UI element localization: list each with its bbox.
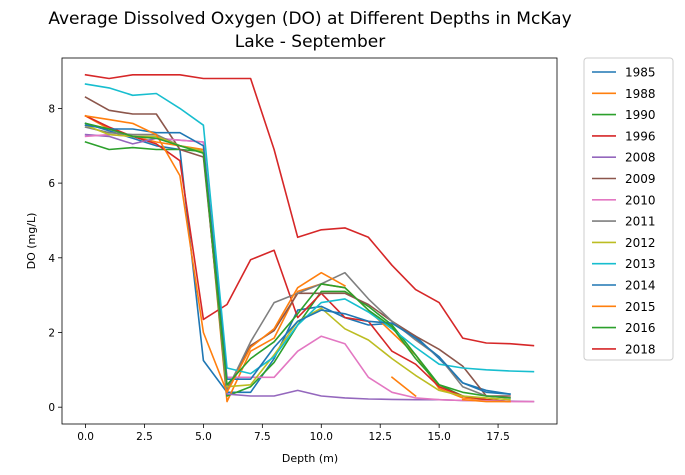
x-tick-label: 5.0 <box>195 431 212 443</box>
series-line-1985 <box>84 122 511 396</box>
series-line-1990 <box>84 140 511 403</box>
y-tick-label: 4 <box>48 253 55 265</box>
series-line-1996 <box>84 114 511 403</box>
series-line-2008 <box>84 133 535 403</box>
series-line-2018 <box>84 73 535 347</box>
y-ticks: 0 2 4 6 8 <box>48 103 62 414</box>
y-tick-label: 8 <box>48 103 55 115</box>
legend-frame <box>583 57 674 361</box>
legend-item-1985: 1985 <box>592 66 656 80</box>
series-line-2013 <box>84 83 535 375</box>
legend-label: 2010 <box>625 193 656 207</box>
x-tick-label: 10.0 <box>310 431 333 443</box>
chart-title-line-1: Average Dissolved Oxygen (DO) at Differe… <box>48 9 571 29</box>
series-line-2014 <box>84 124 511 395</box>
y-axis-label: DO (mg/L) <box>25 213 38 270</box>
legend-label: 2014 <box>625 279 656 293</box>
legend-label: 2013 <box>625 257 656 271</box>
series-line-2010 <box>84 133 535 403</box>
x-tick-label: 12.5 <box>369 431 392 443</box>
x-tick-label: 15.0 <box>427 431 450 443</box>
legend-label: 2016 <box>625 321 656 335</box>
legend-label: 1996 <box>625 129 656 143</box>
legend-item-2008: 2008 <box>592 151 656 165</box>
legend-item-2009: 2009 <box>592 172 656 186</box>
legend-item-1990: 1990 <box>592 108 656 122</box>
plot-frame <box>61 57 558 425</box>
series-layer <box>84 73 535 403</box>
series-line-2015 <box>84 114 511 403</box>
x-tick-label: 0.0 <box>77 431 94 443</box>
x-tick-label: 2.5 <box>136 431 153 443</box>
legend-item-1996: 1996 <box>592 129 656 143</box>
series-line-2016 <box>84 122 511 399</box>
legend-item-2013: 2013 <box>592 257 656 271</box>
legend-item-2010: 2010 <box>592 193 656 207</box>
legend-item-2012: 2012 <box>592 236 656 250</box>
legend: 1985 1988 1990 1996 2008 2009 2010 2011 2012 2013… <box>583 57 674 361</box>
y-tick-label: 6 <box>48 178 55 190</box>
legend-label: 2011 <box>625 215 656 229</box>
y-tick-label: 0 <box>48 402 55 414</box>
series-line-2012 <box>84 124 511 401</box>
legend-label: 2012 <box>625 236 656 250</box>
legend-item-2014: 2014 <box>592 279 656 293</box>
legend-item-2018: 2018 <box>592 342 656 356</box>
legend-label: 1988 <box>625 87 656 101</box>
x-axis-label: Depth (m) <box>282 452 338 465</box>
legend-item-2015: 2015 <box>592 300 656 314</box>
legend-item-1988: 1988 <box>592 87 656 101</box>
x-tick-label: 17.5 <box>486 431 509 443</box>
legend-label: 2018 <box>625 342 656 356</box>
legend-item-2011: 2011 <box>592 215 656 229</box>
x-tick-label: 7.5 <box>254 431 271 443</box>
series-line-1988 <box>84 114 511 403</box>
chart-title-line-2: Lake - September <box>235 32 386 52</box>
series-line-2011 <box>84 126 511 399</box>
legend-label: 2009 <box>625 172 656 186</box>
legend-label: 2008 <box>625 151 656 165</box>
legend-item-2016: 2016 <box>592 321 656 335</box>
y-tick-label: 2 <box>48 328 55 340</box>
legend-label: 1990 <box>625 108 656 122</box>
legend-label: 2015 <box>625 300 656 314</box>
x-ticks: 0.0 2.5 5.0 7.5 10.0 12.5 15.0 17.5 <box>77 424 510 443</box>
plot-area: 0.0 2.5 5.0 7.5 10.0 12.5 15.0 17.5 0 2 4 6 8 <box>48 57 558 443</box>
legend-label: 1985 <box>625 66 656 80</box>
